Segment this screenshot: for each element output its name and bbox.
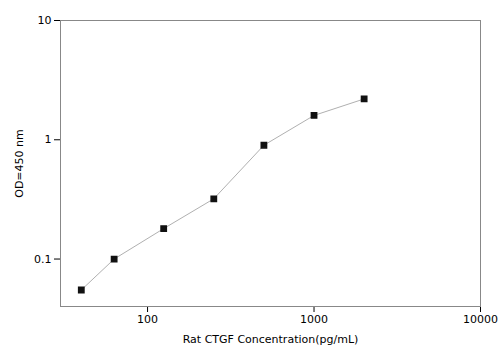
svg-text:OD=450 nm: OD=450 nm <box>13 129 26 198</box>
svg-text:1: 1 <box>45 133 52 146</box>
svg-text:10: 10 <box>38 14 52 27</box>
svg-text:100: 100 <box>137 313 158 326</box>
svg-text:10000: 10000 <box>463 313 498 326</box>
svg-text:0.1: 0.1 <box>34 253 52 266</box>
svg-text:1000: 1000 <box>300 313 328 326</box>
svg-text:Rat CTGF Concentration(pg/mL): Rat CTGF Concentration(pg/mL) <box>183 333 359 346</box>
